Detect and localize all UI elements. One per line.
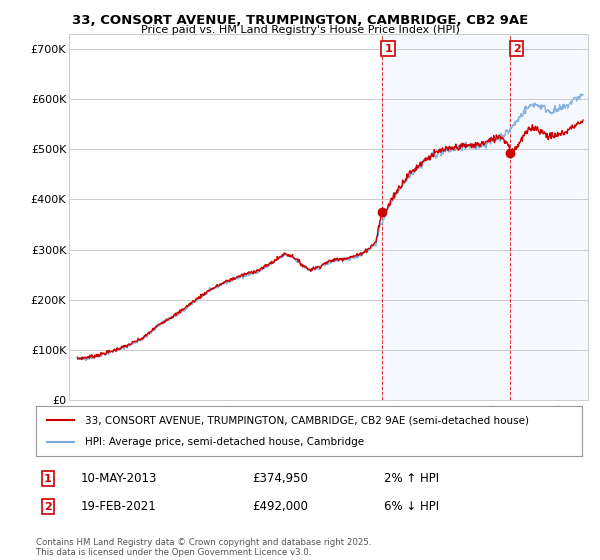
33, CONSORT AVENUE, TRUMPINGTON, CAMBRIDGE, CB2 9AE (semi-detached house) (382, 211, 389, 218)
Text: 33, CONSORT AVENUE, TRUMPINGTON, CAMBRIDGE, CB2 9AE: 33, CONSORT AVENUE, TRUMPINGTON, CAMBRID… (72, 14, 528, 27)
Text: Price paid vs. HM Land Registry's House Price Index (HPI): Price paid vs. HM Land Registry's House … (140, 25, 460, 35)
HPI: Average price, semi-detached house, Cambridge: (2.03e+03, 6.08e+05): Average price, semi-detached house, Camb… (580, 91, 587, 98)
33, CONSORT AVENUE, TRUMPINGTON, CAMBRIDGE, CB2 9AE (semi-detached house) (397, 184, 404, 191)
HPI: Average price, semi-detached house, Cambridge: (2.01e+03, 4.24e+05): Average price, semi-detached house, Camb… (397, 184, 404, 190)
HPI: Average price, semi-detached house, Cambridge: (2.03e+03, 6.09e+05): Average price, semi-detached house, Camb… (577, 91, 584, 97)
Text: HPI: Average price, semi-detached house, Cambridge: HPI: Average price, semi-detached house,… (85, 437, 364, 447)
Text: 1: 1 (44, 474, 52, 484)
Text: Contains HM Land Registry data © Crown copyright and database right 2025.
This d: Contains HM Land Registry data © Crown c… (36, 538, 371, 557)
Text: 19-FEB-2021: 19-FEB-2021 (81, 500, 157, 514)
HPI: Average price, semi-detached house, Cambridge: (2.01e+03, 3.66e+05): Average price, semi-detached house, Camb… (382, 213, 389, 220)
HPI: Average price, semi-detached house, Cambridge: (2e+03, 8.29e+04): Average price, semi-detached house, Camb… (74, 356, 81, 362)
33, CONSORT AVENUE, TRUMPINGTON, CAMBRIDGE, CB2 9AE (semi-detached house) (458, 141, 465, 147)
HPI: Average price, semi-detached house, Cambridge: (2.01e+03, 3.05e+05): Average price, semi-detached house, Camb… (368, 244, 375, 251)
Line: 33, CONSORT AVENUE, TRUMPINGTON, CAMBRIDGE, CB2 9AE (semi-detached house): 33, CONSORT AVENUE, TRUMPINGTON, CAMBRID… (77, 120, 583, 360)
33, CONSORT AVENUE, TRUMPINGTON, CAMBRIDGE, CB2 9AE (semi-detached house) (510, 148, 517, 155)
HPI: Average price, semi-detached house, Cambridge: (2.02e+03, 5.49e+05): Average price, semi-detached house, Camb… (510, 122, 517, 128)
HPI: Average price, semi-detached house, Cambridge: (2e+03, 7.95e+04): Average price, semi-detached house, Camb… (82, 357, 89, 364)
Text: 2% ↑ HPI: 2% ↑ HPI (384, 472, 439, 486)
Text: 2: 2 (513, 44, 521, 54)
33, CONSORT AVENUE, TRUMPINGTON, CAMBRIDGE, CB2 9AE (semi-detached house) (74, 354, 81, 361)
Text: 6% ↓ HPI: 6% ↓ HPI (384, 500, 439, 514)
Bar (382, 34, 588, 400)
HPI: Average price, semi-detached house, Cambridge: (2e+03, 9.57e+04): Average price, semi-detached house, Camb… (106, 349, 113, 356)
33, CONSORT AVENUE, TRUMPINGTON, CAMBRIDGE, CB2 9AE (semi-detached house) (580, 116, 587, 123)
Text: 33, CONSORT AVENUE, TRUMPINGTON, CAMBRIDGE, CB2 9AE (semi-detached house): 33, CONSORT AVENUE, TRUMPINGTON, CAMBRID… (85, 415, 529, 425)
Text: 2: 2 (44, 502, 52, 512)
Text: £374,950: £374,950 (252, 472, 308, 486)
Text: 10-MAY-2013: 10-MAY-2013 (81, 472, 157, 486)
33, CONSORT AVENUE, TRUMPINGTON, CAMBRIDGE, CB2 9AE (semi-detached house) (78, 356, 85, 363)
33, CONSORT AVENUE, TRUMPINGTON, CAMBRIDGE, CB2 9AE (semi-detached house) (368, 241, 375, 248)
HPI: Average price, semi-detached house, Cambridge: (2.02e+03, 4.99e+05): Average price, semi-detached house, Camb… (458, 147, 465, 153)
Text: 1: 1 (384, 44, 392, 54)
Text: £492,000: £492,000 (252, 500, 308, 514)
Line: HPI: Average price, semi-detached house, Cambridge: HPI: Average price, semi-detached house,… (77, 94, 583, 361)
33, CONSORT AVENUE, TRUMPINGTON, CAMBRIDGE, CB2 9AE (semi-detached house) (106, 347, 113, 354)
